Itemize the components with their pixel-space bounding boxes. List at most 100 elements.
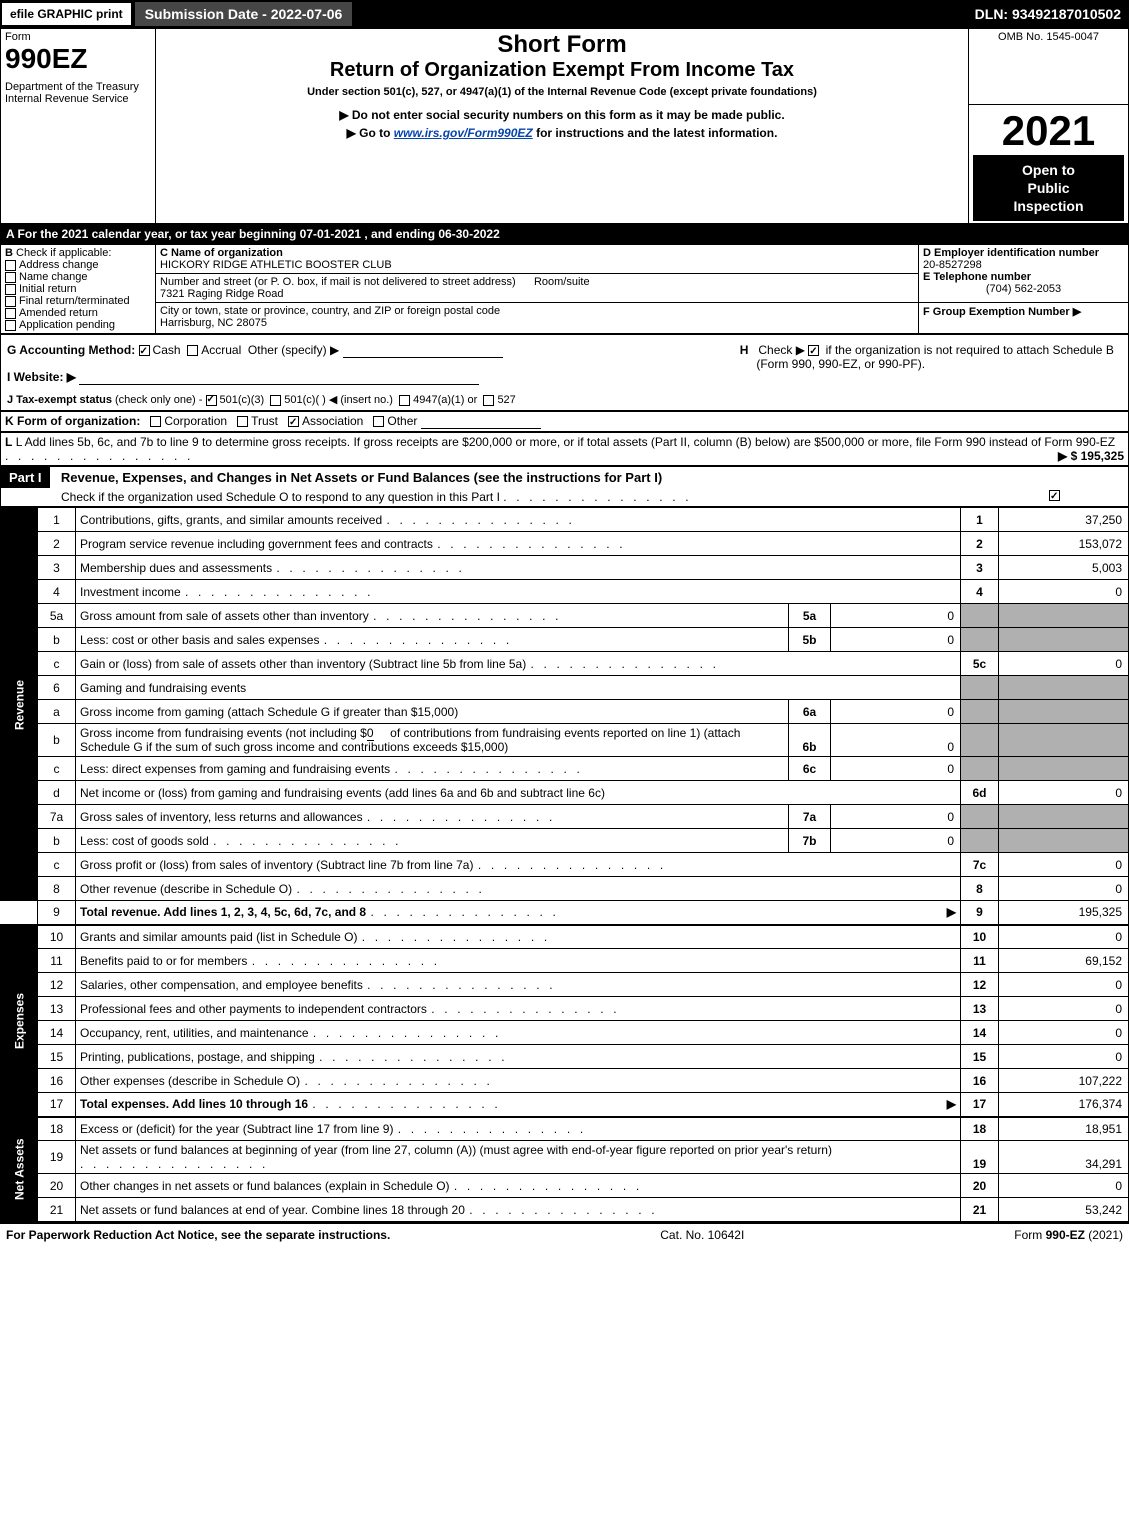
line-8-amt: 0 (999, 877, 1129, 901)
form-number: 990EZ (5, 43, 151, 75)
line-5a-text: Gross amount from sale of assets other t… (76, 604, 789, 628)
year-inspect-cell: 2021 Open to Public Inspection (969, 104, 1129, 224)
opt-final-return: Final return/terminated (19, 295, 130, 307)
checkbox-schedule-o[interactable] (1049, 490, 1060, 501)
line-18-amt: 18,951 (999, 1117, 1129, 1141)
checkbox-initial-return[interactable] (5, 284, 16, 295)
e-label: E Telephone number (923, 271, 1031, 283)
checkbox-accrual[interactable] (187, 345, 198, 356)
line-12-col: 12 (961, 973, 999, 997)
submission-date: Submission Date - 2022-07-06 (133, 0, 355, 28)
checkbox-4947[interactable] (399, 395, 410, 406)
line-4-col: 4 (961, 580, 999, 604)
j-label: J Tax-exempt status (7, 394, 112, 406)
footer-right: Form 990-EZ (2021) (1014, 1228, 1123, 1242)
c-city-cell: City or town, state or province, country… (156, 303, 919, 334)
line-5a-col-grey (961, 604, 999, 628)
line-16-amt: 107,222 (999, 1069, 1129, 1093)
open-label: Open to (1022, 162, 1075, 178)
c-name-cell: C Name of organization HICKORY RIDGE ATH… (156, 245, 919, 274)
blank-side (1, 901, 38, 925)
org-info-table: B Check if applicable: Address change Na… (0, 244, 1129, 334)
i-label: I Website: ▶ (7, 370, 76, 384)
h-label: H (740, 343, 749, 357)
line-19-num: 19 (38, 1141, 76, 1174)
g-other: Other (specify) ▶ (248, 343, 339, 357)
line-5b-subamt: 0 (831, 628, 961, 652)
line-6-text: Gaming and fundraising events (76, 676, 961, 700)
line-17-text: Total expenses. Add lines 10 through 16 … (76, 1093, 961, 1117)
l-text: L Add lines 5b, 6c, and 7b to line 9 to … (16, 435, 1115, 449)
line-8-text: Other revenue (describe in Schedule O) (76, 877, 961, 901)
line-14-amt: 0 (999, 1021, 1129, 1045)
line-6b-num: b (38, 724, 76, 757)
line-6a-text: Gross income from gaming (attach Schedul… (76, 700, 789, 724)
line-11-text: Benefits paid to or for members (76, 949, 961, 973)
instructions-cell: ▶ Do not enter social security numbers o… (156, 104, 969, 224)
g-label: G Accounting Method: (7, 343, 135, 357)
line-17-col: 17 (961, 1093, 999, 1117)
omb-number: OMB No. 1545-0047 (973, 31, 1124, 43)
line-6d-col: 6d (961, 781, 999, 805)
checkbox-cash[interactable] (139, 345, 150, 356)
checkbox-other[interactable] (373, 416, 384, 427)
checkbox-527[interactable] (483, 395, 494, 406)
checkbox-address-change[interactable] (5, 260, 16, 271)
line-3-col: 3 (961, 556, 999, 580)
under-section: Under section 501(c), 527, or 4947(a)(1)… (160, 82, 964, 102)
line-7b-num: b (38, 829, 76, 853)
line-6b-col-grey (961, 724, 999, 757)
checkbox-corp[interactable] (150, 416, 161, 427)
checkbox-final-return[interactable] (5, 296, 16, 307)
line-12-num: 12 (38, 973, 76, 997)
line-6b-text: Gross income from fundraising events (no… (76, 724, 789, 757)
line-9-text: Total revenue. Add lines 1, 2, 3, 4, 5c,… (76, 901, 961, 925)
opt-amended: Amended return (19, 307, 98, 319)
line-2-col: 2 (961, 532, 999, 556)
line-5b-col-grey (961, 628, 999, 652)
line-14-num: 14 (38, 1021, 76, 1045)
street-address: 7321 Raging Ridge Road (160, 288, 284, 300)
line-6c-text: Less: direct expenses from gaming and fu… (76, 757, 789, 781)
section-b: B Check if applicable: Address change Na… (1, 245, 156, 334)
part1-title: Revenue, Expenses, and Changes in Net As… (53, 470, 662, 485)
line-2-amt: 153,072 (999, 532, 1129, 556)
line-1-num: 1 (38, 508, 76, 532)
checkbox-assoc[interactable] (288, 416, 299, 427)
checkbox-schedule-b[interactable] (808, 345, 819, 356)
line-6a-subamt: 0 (831, 700, 961, 724)
line-16-num: 16 (38, 1069, 76, 1093)
line-7a-num: 7a (38, 805, 76, 829)
line-6a-col-grey (961, 700, 999, 724)
page-footer: For Paperwork Reduction Act Notice, see … (0, 1222, 1129, 1246)
city-state-zip: Harrisburg, NC 28075 (160, 317, 267, 329)
h-text3: (Form 990, 990-EZ, or 990-PF). (756, 357, 925, 371)
line-6c-sublbl: 6c (789, 757, 831, 781)
checkbox-501c[interactable] (270, 395, 281, 406)
c-addr-cell: Number and street (or P. O. box, if mail… (156, 274, 919, 303)
line-12-amt: 0 (999, 973, 1129, 997)
line-7c-text: Gross profit or (loss) from sales of inv… (76, 853, 961, 877)
line-1-amt: 37,250 (999, 508, 1129, 532)
checkbox-amended[interactable] (5, 308, 16, 319)
checkbox-app-pending[interactable] (5, 320, 16, 331)
j-4947: 4947(a)(1) or (413, 394, 477, 406)
form-id-cell: Form 990EZ Department of the Treasury In… (1, 29, 156, 224)
checkbox-501c3[interactable] (206, 395, 217, 406)
footer-left: For Paperwork Reduction Act Notice, see … (6, 1228, 390, 1242)
opt-address-change: Address change (19, 259, 99, 271)
line-6a-num: a (38, 700, 76, 724)
irs-label: Internal Revenue Service (5, 93, 151, 105)
line-20-amt: 0 (999, 1174, 1129, 1198)
line-7a-text: Gross sales of inventory, less returns a… (76, 805, 789, 829)
part1-check-text: Check if the organization used Schedule … (61, 490, 500, 504)
line-18-col: 18 (961, 1117, 999, 1141)
checkbox-trust[interactable] (237, 416, 248, 427)
line-7a-amt-grey (999, 805, 1129, 829)
line-1-col: 1 (961, 508, 999, 532)
line-15-col: 15 (961, 1045, 999, 1069)
line-7a-sublbl: 7a (789, 805, 831, 829)
goto-link[interactable]: ▶ Go to www.irs.gov/Form990EZ for instru… (160, 124, 964, 142)
checkbox-name-change[interactable] (5, 272, 16, 283)
j-527: 527 (497, 394, 515, 406)
